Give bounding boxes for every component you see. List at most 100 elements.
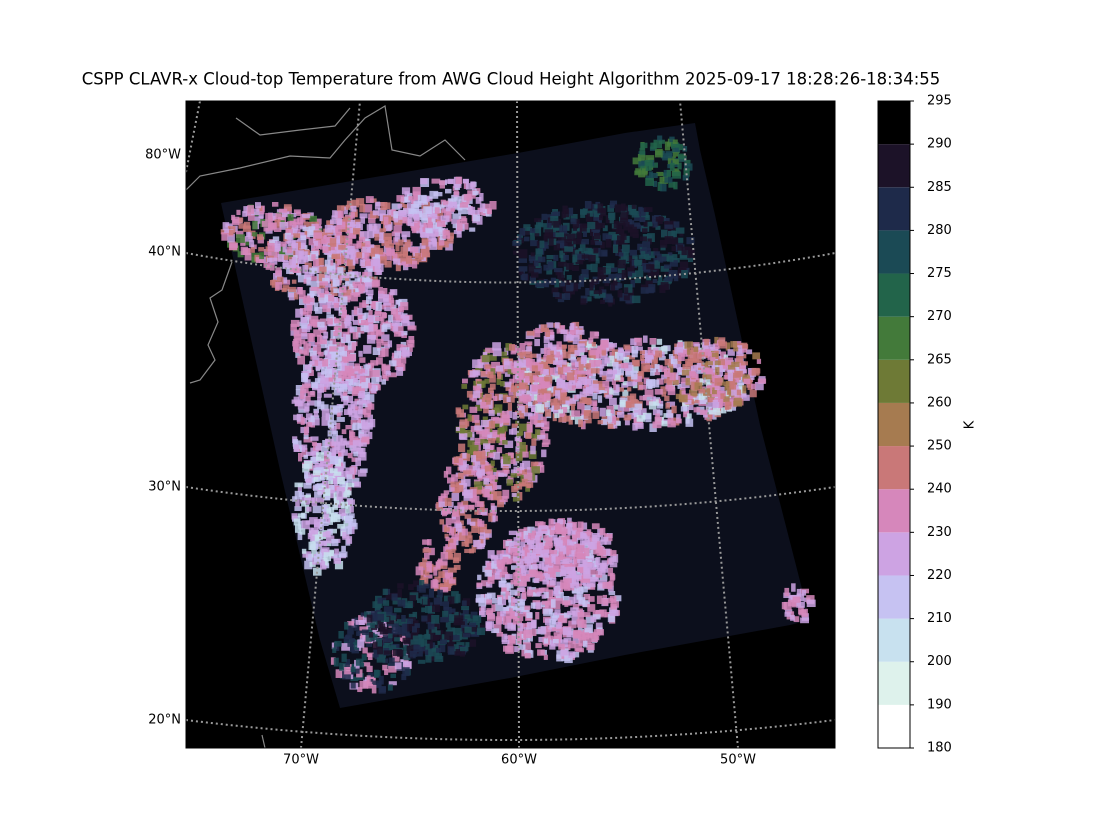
cloud-pixel	[640, 163, 645, 171]
cloud-pixel	[579, 396, 587, 404]
cloud-pixel	[352, 281, 362, 286]
cloud-pixel	[544, 618, 551, 626]
cloud-pixel	[672, 350, 678, 359]
cloud-pixel	[327, 452, 332, 459]
cloud-pixel	[360, 325, 366, 331]
cloud-pixel	[492, 598, 499, 604]
cloud-pixel	[661, 392, 667, 397]
cloud-pixel	[332, 279, 340, 287]
cloud-pixel	[353, 283, 362, 289]
cloud-pixel	[490, 420, 500, 428]
cloud-pixel	[616, 352, 624, 361]
cloud-pixel	[667, 420, 676, 428]
cloud-pixel	[517, 623, 524, 632]
cloud-pixel	[506, 558, 512, 565]
cloud-pixel	[347, 385, 353, 392]
cloud-pixel	[486, 420, 496, 429]
cloud-pixel	[553, 243, 560, 251]
cloud-pixel	[615, 229, 625, 238]
cloud-pixel	[585, 363, 591, 370]
cloud-pixel	[342, 671, 351, 680]
cloud-pixel	[476, 582, 482, 588]
cloud-pixel	[472, 414, 480, 423]
cloud-pixel	[627, 376, 634, 382]
cloud-pixel	[376, 657, 386, 663]
cloud-pixel	[312, 450, 318, 458]
cloud-pixel	[257, 236, 264, 244]
cloud-pixel	[306, 277, 312, 286]
cloud-pixel	[559, 354, 564, 364]
cloud-pixel	[362, 252, 370, 261]
cloud-pixel	[652, 409, 661, 416]
cloud-pixel	[549, 557, 558, 562]
cloud-pixel	[501, 633, 508, 642]
cloud-pixel	[651, 268, 660, 277]
cloud-pixel	[293, 338, 298, 344]
cloud-pixel	[393, 211, 399, 219]
cloud-pixel	[549, 346, 557, 355]
cloud-pixel	[581, 269, 589, 278]
cloud-pixel	[630, 280, 636, 288]
cloud-pixel	[484, 485, 493, 491]
cloud-pixel	[504, 361, 513, 370]
cloud-pixel	[306, 451, 314, 457]
cloud-pixel	[358, 369, 363, 374]
cloud-pixel	[541, 442, 549, 448]
cloud-pixel	[323, 552, 332, 562]
cloud-pixel	[342, 390, 348, 397]
cloud-pixel	[300, 391, 305, 400]
cloud-pixel	[491, 514, 496, 523]
cloud-pixel	[393, 220, 403, 225]
cloud-pixel	[385, 243, 394, 248]
cloud-pixel	[600, 249, 608, 257]
cloud-pixel	[736, 376, 745, 386]
cloud-pixel	[537, 219, 544, 227]
cloud-pixel	[375, 302, 382, 311]
cloud-pixel	[275, 282, 283, 290]
cloud-pixel	[305, 477, 312, 486]
cloud-pixel	[327, 254, 334, 261]
cloud-pixel	[632, 273, 637, 278]
cloud-pixel	[614, 373, 621, 381]
cloud-pixel	[475, 594, 485, 603]
cloud-pixel	[710, 374, 715, 384]
cloud-pixel	[340, 227, 347, 232]
cloud-pixel	[311, 474, 319, 480]
cloud-pixel	[345, 315, 355, 322]
cloud-pixel	[571, 611, 580, 617]
cloud-pixel	[491, 555, 499, 561]
cloud-pixel	[300, 416, 305, 425]
cloud-pixel	[372, 347, 381, 356]
cloud-pixel	[730, 341, 738, 348]
cloud-pixel	[495, 616, 503, 624]
cloud-pixel	[524, 605, 531, 610]
cloud-pixel	[617, 347, 624, 357]
cloud-pixel	[506, 479, 514, 486]
cloud-pixel	[491, 361, 501, 368]
cloud-pixel	[381, 363, 386, 372]
cloud-pixel	[539, 380, 546, 390]
cloud-pixel	[623, 221, 630, 231]
cloud-pixel	[508, 599, 514, 608]
cloud-pixel	[451, 218, 460, 225]
cloud-pixel	[590, 263, 598, 273]
cloud-pixel	[365, 289, 374, 296]
cloud-pixel	[741, 393, 747, 398]
cloud-pixel	[457, 458, 464, 466]
cloud-pixel	[586, 369, 593, 376]
cloud-pixel	[534, 218, 542, 223]
cloud-pixel	[334, 640, 342, 647]
cloud-pixel	[663, 264, 672, 269]
cloud-pixel	[530, 231, 535, 241]
cloud-pixel	[250, 247, 255, 253]
cloud-pixel	[491, 604, 496, 612]
cloud-pixel	[493, 491, 502, 500]
cloud-pixel	[591, 247, 599, 254]
cloud-pixel	[545, 589, 553, 599]
cloud-pixel	[585, 288, 591, 296]
cloud-pixel	[720, 393, 725, 399]
cloud-pixel	[664, 236, 674, 245]
cloud-pixel	[620, 363, 629, 369]
cloud-pixel	[322, 304, 331, 313]
cloud-pixel	[454, 505, 459, 510]
